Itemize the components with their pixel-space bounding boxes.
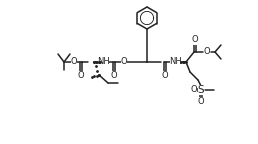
Text: O: O — [71, 57, 77, 67]
Text: S: S — [198, 85, 204, 95]
Text: O: O — [78, 71, 84, 79]
Text: O: O — [191, 86, 197, 94]
Text: NH: NH — [97, 57, 109, 67]
Text: O: O — [111, 71, 117, 79]
Text: O: O — [121, 57, 127, 67]
Text: O: O — [198, 96, 204, 106]
Text: NH: NH — [170, 57, 182, 67]
Text: O: O — [192, 36, 198, 44]
Text: O: O — [204, 48, 210, 56]
Text: O: O — [162, 71, 168, 79]
